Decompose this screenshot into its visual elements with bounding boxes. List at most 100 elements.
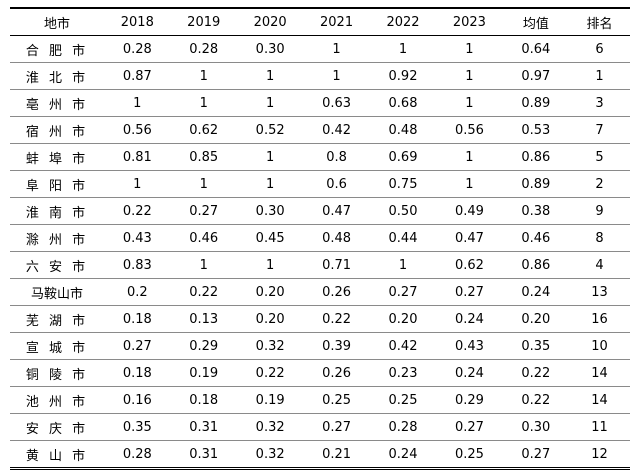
rank-cell: 9 xyxy=(569,197,630,225)
rank-cell: 1 xyxy=(569,62,630,90)
rank-cell: 12 xyxy=(569,440,630,470)
value-2018-cell: 0.56 xyxy=(104,116,171,144)
average-cell: 0.20 xyxy=(502,305,570,333)
value-2020-cell: 0.22 xyxy=(236,359,304,387)
value-2021-cell: 0.26 xyxy=(303,278,370,306)
value-2023-cell: 0.43 xyxy=(436,332,503,360)
value-2020-cell: 0.30 xyxy=(236,197,304,225)
header-2019: 2019 xyxy=(170,7,237,36)
value-2021-cell: 0.48 xyxy=(303,224,370,252)
value-2020-cell: 0.20 xyxy=(236,278,304,306)
value-2022-cell: 1 xyxy=(369,35,437,63)
average-cell: 0.86 xyxy=(502,143,570,171)
table-header: 地市 2018 2019 2020 2021 2022 2023 均值 排名 xyxy=(10,7,630,36)
city-cell: 马鞍山市 xyxy=(10,278,105,306)
average-cell: 0.53 xyxy=(502,116,570,144)
table-row: 芜 湖 市 0.18 0.13 0.20 0.22 0.20 0.24 0.20 16 xyxy=(10,305,630,333)
value-2020-cell: 0.45 xyxy=(236,224,304,252)
rank-cell: 13 xyxy=(569,278,630,306)
value-2019-cell: 0.31 xyxy=(170,413,237,441)
value-2018-cell: 0.18 xyxy=(104,359,171,387)
rank-cell: 8 xyxy=(569,224,630,252)
value-2021-cell: 0.8 xyxy=(303,143,370,171)
average-cell: 0.89 xyxy=(502,170,570,198)
value-2023-cell: 1 xyxy=(436,143,503,171)
value-2018-cell: 0.83 xyxy=(104,251,171,279)
value-2022-cell: 0.24 xyxy=(369,440,437,470)
value-2019-cell: 0.62 xyxy=(170,116,237,144)
value-2020-cell: 0.30 xyxy=(236,35,304,63)
value-2023-cell: 1 xyxy=(436,89,503,117)
value-2019-cell: 1 xyxy=(170,251,237,279)
rank-cell: 3 xyxy=(569,89,630,117)
table-row: 池 州 市 0.16 0.18 0.19 0.25 0.25 0.29 0.22 14 xyxy=(10,386,630,414)
value-2018-cell: 0.81 xyxy=(104,143,171,171)
rank-cell: 6 xyxy=(569,35,630,63)
average-cell: 0.30 xyxy=(502,413,570,441)
table-row: 安 庆 市 0.35 0.31 0.32 0.27 0.28 0.27 0.30 11 xyxy=(10,413,630,441)
city-cell: 阜 阳 市 xyxy=(10,170,105,198)
value-2019-cell: 1 xyxy=(170,62,237,90)
value-2018-cell: 0.35 xyxy=(104,413,171,441)
header-row: 地市 2018 2019 2020 2021 2022 2023 均值 排名 xyxy=(10,7,630,36)
city-cell: 芜 湖 市 xyxy=(10,305,105,333)
value-2023-cell: 1 xyxy=(436,62,503,90)
value-2018-cell: 0.43 xyxy=(104,224,171,252)
value-2021-cell: 0.71 xyxy=(303,251,370,279)
rank-cell: 10 xyxy=(569,332,630,360)
value-2023-cell: 0.29 xyxy=(436,386,503,414)
city-cell: 蚌 埠 市 xyxy=(10,143,105,171)
value-2021-cell: 0.39 xyxy=(303,332,370,360)
value-2020-cell: 0.32 xyxy=(236,440,304,470)
value-2021-cell: 0.6 xyxy=(303,170,370,198)
value-2023-cell: 0.24 xyxy=(436,359,503,387)
city-cell: 宿 州 市 xyxy=(10,116,105,144)
value-2023-cell: 0.27 xyxy=(436,413,503,441)
city-cell: 淮 北 市 xyxy=(10,62,105,90)
value-2019-cell: 0.19 xyxy=(170,359,237,387)
table-row: 淮 南 市 0.22 0.27 0.30 0.47 0.50 0.49 0.38 9 xyxy=(10,197,630,225)
table-row: 蚌 埠 市 0.81 0.85 1 0.8 0.69 1 0.86 5 xyxy=(10,143,630,171)
value-2022-cell: 0.23 xyxy=(369,359,437,387)
value-2018-cell: 0.22 xyxy=(104,197,171,225)
value-2019-cell: 0.13 xyxy=(170,305,237,333)
table-row: 亳 州 市 1 1 1 0.63 0.68 1 0.89 3 xyxy=(10,89,630,117)
value-2021-cell: 0.63 xyxy=(303,89,370,117)
value-2022-cell: 0.28 xyxy=(369,413,437,441)
value-2022-cell: 0.75 xyxy=(369,170,437,198)
value-2021-cell: 0.42 xyxy=(303,116,370,144)
value-2021-cell: 0.25 xyxy=(303,386,370,414)
value-2019-cell: 0.85 xyxy=(170,143,237,171)
value-2022-cell: 0.69 xyxy=(369,143,437,171)
table-row: 六 安 市 0.83 1 1 0.71 1 0.62 0.86 4 xyxy=(10,251,630,279)
average-cell: 0.97 xyxy=(502,62,570,90)
city-cell: 合 肥 市 xyxy=(10,35,105,63)
value-2021-cell: 1 xyxy=(303,35,370,63)
average-cell: 0.35 xyxy=(502,332,570,360)
header-city: 地市 xyxy=(10,7,105,36)
value-2022-cell: 0.48 xyxy=(369,116,437,144)
table-row: 阜 阳 市 1 1 1 0.6 0.75 1 0.89 2 xyxy=(10,170,630,198)
value-2022-cell: 0.50 xyxy=(369,197,437,225)
city-cell: 滁 州 市 xyxy=(10,224,105,252)
city-cell: 亳 州 市 xyxy=(10,89,105,117)
table-row: 滁 州 市 0.43 0.46 0.45 0.48 0.44 0.47 0.46 8 xyxy=(10,224,630,252)
value-2019-cell: 0.28 xyxy=(170,35,237,63)
value-2023-cell: 0.25 xyxy=(436,440,503,470)
value-2022-cell: 0.44 xyxy=(369,224,437,252)
value-2019-cell: 1 xyxy=(170,89,237,117)
value-2023-cell: 1 xyxy=(436,35,503,63)
city-cell: 铜 陵 市 xyxy=(10,359,105,387)
value-2022-cell: 0.20 xyxy=(369,305,437,333)
value-2018-cell: 0.16 xyxy=(104,386,171,414)
value-2021-cell: 0.22 xyxy=(303,305,370,333)
value-2019-cell: 0.18 xyxy=(170,386,237,414)
table-row: 宿 州 市 0.56 0.62 0.52 0.42 0.48 0.56 0.53 7 xyxy=(10,116,630,144)
value-2018-cell: 0.27 xyxy=(104,332,171,360)
table-row: 铜 陵 市 0.18 0.19 0.22 0.26 0.23 0.24 0.22 14 xyxy=(10,359,630,387)
value-2020-cell: 0.19 xyxy=(236,386,304,414)
header-2020: 2020 xyxy=(236,7,304,36)
value-2022-cell: 0.27 xyxy=(369,278,437,306)
value-2022-cell: 0.42 xyxy=(369,332,437,360)
rank-cell: 5 xyxy=(569,143,630,171)
